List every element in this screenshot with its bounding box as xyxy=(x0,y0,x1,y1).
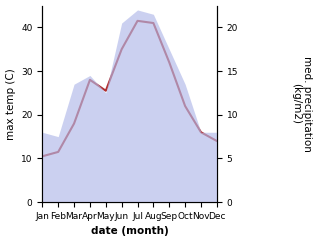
Y-axis label: max temp (C): max temp (C) xyxy=(5,68,16,140)
X-axis label: date (month): date (month) xyxy=(91,227,169,236)
Y-axis label: med. precipitation
(kg/m2): med. precipitation (kg/m2) xyxy=(291,56,313,152)
